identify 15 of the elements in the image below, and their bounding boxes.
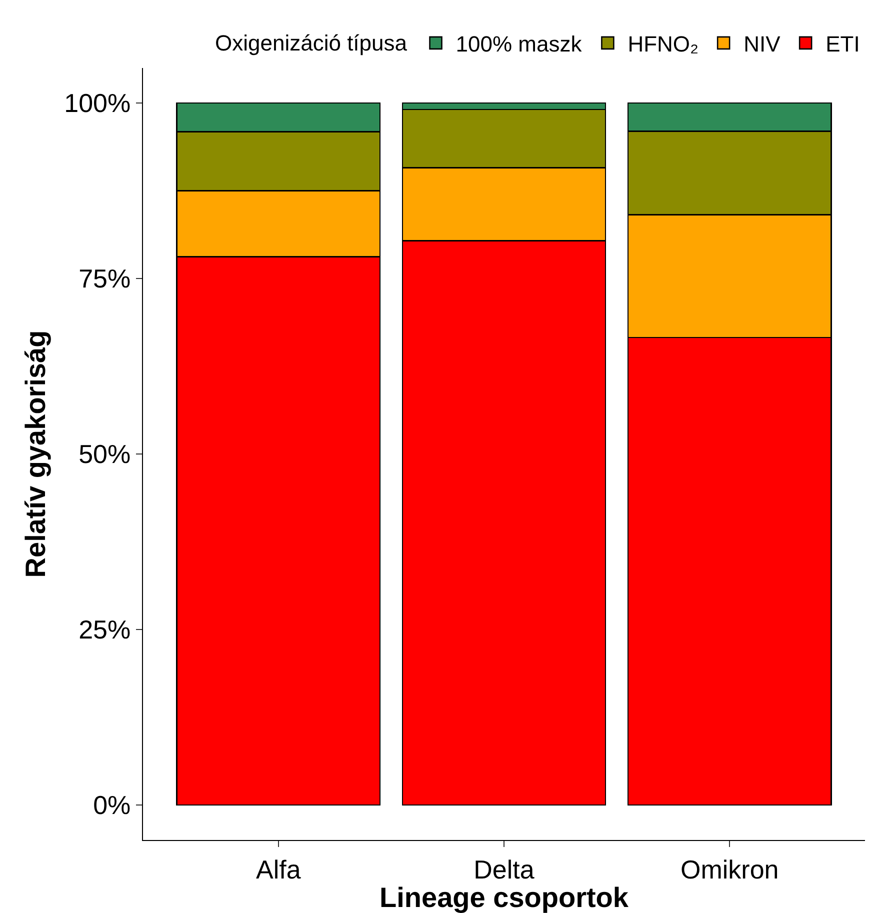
x-tick-label: Omikron bbox=[680, 854, 779, 884]
legend-label: 100% maszk bbox=[456, 32, 583, 57]
x-tick-label: Delta bbox=[474, 854, 535, 884]
y-tick-label: 25% bbox=[78, 614, 131, 645]
legend-label: HFNO₂ bbox=[628, 32, 699, 57]
x-tick-label: Alfa bbox=[256, 854, 302, 884]
y-tick-label: 75% bbox=[78, 264, 131, 294]
legend-label: NIV bbox=[744, 32, 781, 57]
y-tick-label: 50% bbox=[78, 439, 131, 470]
x-axis-title: Lineage csoportok bbox=[380, 882, 629, 913]
legend-title: Oxigenizáció típusa bbox=[215, 30, 408, 56]
y-tick-label: 0% bbox=[93, 790, 131, 820]
y-axis-title: Relatív gyakoriság bbox=[20, 330, 51, 578]
legend-label: ETI bbox=[826, 32, 860, 57]
y-tick-label: 100% bbox=[64, 88, 131, 118]
